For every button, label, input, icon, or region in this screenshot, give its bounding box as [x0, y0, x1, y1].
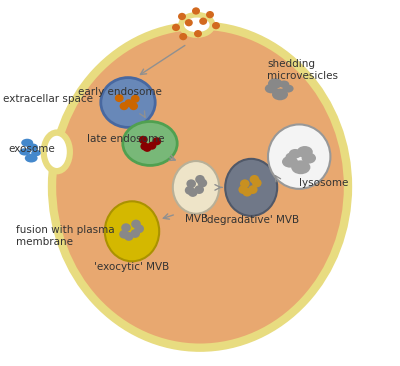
Text: lysosome: lysosome	[299, 178, 348, 188]
Ellipse shape	[47, 136, 67, 168]
Ellipse shape	[286, 153, 297, 161]
Ellipse shape	[297, 146, 313, 158]
Ellipse shape	[282, 156, 298, 168]
Circle shape	[148, 142, 156, 150]
Ellipse shape	[173, 161, 219, 214]
Circle shape	[131, 95, 140, 103]
Circle shape	[152, 137, 161, 145]
Ellipse shape	[21, 139, 33, 147]
Ellipse shape	[225, 159, 277, 216]
Circle shape	[124, 99, 133, 107]
Circle shape	[212, 22, 220, 29]
Text: early endosome: early endosome	[78, 87, 162, 97]
Text: MVB: MVB	[185, 214, 208, 224]
Circle shape	[192, 7, 200, 15]
Circle shape	[194, 30, 202, 37]
Circle shape	[140, 142, 149, 150]
Circle shape	[242, 188, 252, 197]
Circle shape	[121, 223, 131, 232]
Ellipse shape	[282, 85, 294, 93]
Text: fusion with plasma
membrane: fusion with plasma membrane	[16, 225, 115, 247]
Circle shape	[131, 220, 141, 228]
Circle shape	[130, 229, 140, 238]
Text: shedding
microvesicles: shedding microvesicles	[267, 59, 338, 81]
Circle shape	[129, 102, 138, 110]
Ellipse shape	[184, 18, 210, 32]
Circle shape	[186, 179, 196, 188]
Ellipse shape	[265, 84, 278, 93]
Circle shape	[195, 175, 205, 184]
Ellipse shape	[105, 201, 159, 261]
Ellipse shape	[302, 153, 316, 164]
Circle shape	[101, 78, 155, 127]
Circle shape	[240, 179, 250, 188]
Circle shape	[120, 102, 128, 110]
Circle shape	[139, 136, 148, 144]
Ellipse shape	[19, 148, 30, 156]
Text: 'degradative' MVB: 'degradative' MVB	[204, 215, 299, 225]
Text: late endosome: late endosome	[87, 134, 165, 144]
Circle shape	[143, 144, 152, 152]
Circle shape	[124, 232, 134, 241]
Circle shape	[179, 33, 187, 40]
Text: extracellar space: extracellar space	[3, 94, 93, 104]
Ellipse shape	[28, 143, 38, 151]
Ellipse shape	[289, 149, 302, 158]
Circle shape	[252, 179, 262, 187]
Ellipse shape	[291, 160, 310, 174]
Ellipse shape	[268, 124, 330, 189]
Ellipse shape	[31, 150, 41, 156]
Circle shape	[119, 230, 129, 239]
Circle shape	[250, 175, 259, 184]
Circle shape	[248, 185, 258, 194]
Ellipse shape	[268, 78, 282, 89]
Ellipse shape	[123, 122, 177, 165]
Circle shape	[194, 185, 204, 194]
Circle shape	[199, 18, 207, 25]
Text: exosome: exosome	[9, 144, 56, 154]
Ellipse shape	[25, 154, 38, 163]
Circle shape	[238, 185, 248, 194]
Ellipse shape	[45, 134, 69, 170]
Text: 'exocytic' MVB: 'exocytic' MVB	[94, 262, 170, 272]
Circle shape	[115, 94, 124, 102]
Ellipse shape	[272, 89, 288, 100]
Ellipse shape	[52, 26, 348, 348]
Circle shape	[172, 24, 180, 31]
Circle shape	[134, 224, 144, 233]
Circle shape	[185, 186, 194, 195]
Circle shape	[188, 188, 198, 197]
Circle shape	[178, 13, 186, 20]
Circle shape	[185, 19, 193, 26]
Circle shape	[198, 179, 207, 187]
Ellipse shape	[279, 81, 289, 88]
Ellipse shape	[182, 16, 211, 34]
Circle shape	[206, 11, 214, 18]
